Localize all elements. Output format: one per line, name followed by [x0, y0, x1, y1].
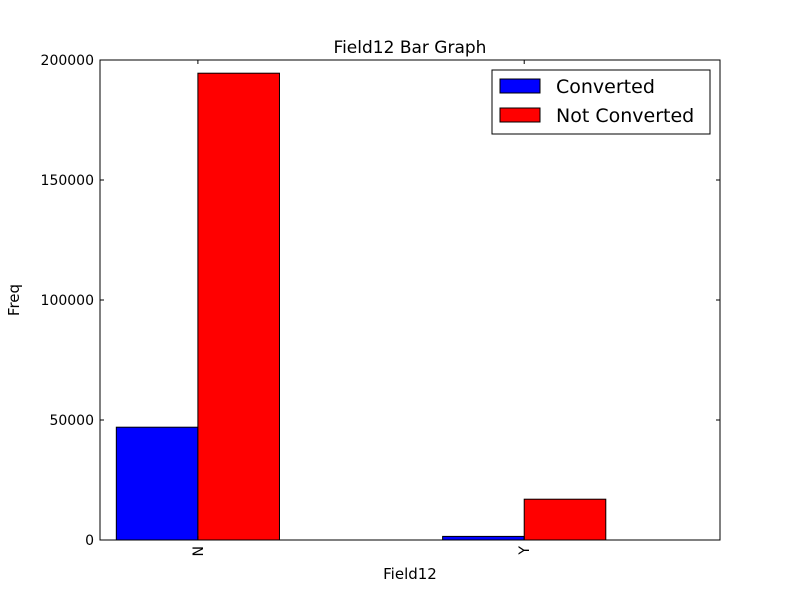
legend-label: Not Converted [556, 105, 694, 127]
legend: Converted Not Converted [491, 69, 711, 135]
y-tick-label: 200000 [41, 53, 94, 69]
legend-swatch [499, 107, 541, 123]
bar-converted-N [115, 426, 199, 541]
y-tick-label: 100000 [41, 293, 94, 309]
y-axis-ticks: 0 50000 100000 150000 200000 [41, 53, 720, 549]
bar-not-converted-N [197, 72, 280, 541]
legend-swatch [499, 78, 541, 94]
bars-group [115, 72, 607, 541]
y-tick-label: 0 [85, 533, 94, 549]
y-tick-label: 150000 [41, 173, 94, 189]
x-axis-label: Field12 [383, 565, 437, 583]
legend-label: Converted [556, 76, 655, 98]
chart-title: Field12 Bar Graph [334, 38, 487, 58]
bar-converted-Y [442, 535, 525, 541]
x-tick-label: N [191, 546, 207, 556]
bar-not-converted-Y [523, 498, 607, 541]
y-tick-label: 50000 [49, 413, 94, 429]
plot-frame [99, 59, 721, 541]
y-axis-label: Freq [5, 284, 23, 316]
x-tick-label: Y [517, 546, 533, 556]
